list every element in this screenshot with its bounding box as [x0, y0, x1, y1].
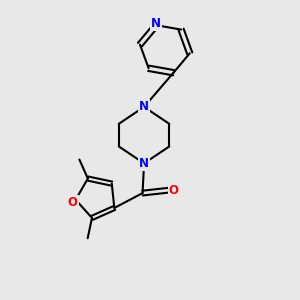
Text: N: N: [139, 157, 149, 170]
Text: O: O: [169, 184, 179, 196]
Text: N: N: [139, 100, 149, 113]
Text: O: O: [68, 196, 78, 209]
Text: N: N: [151, 17, 161, 30]
